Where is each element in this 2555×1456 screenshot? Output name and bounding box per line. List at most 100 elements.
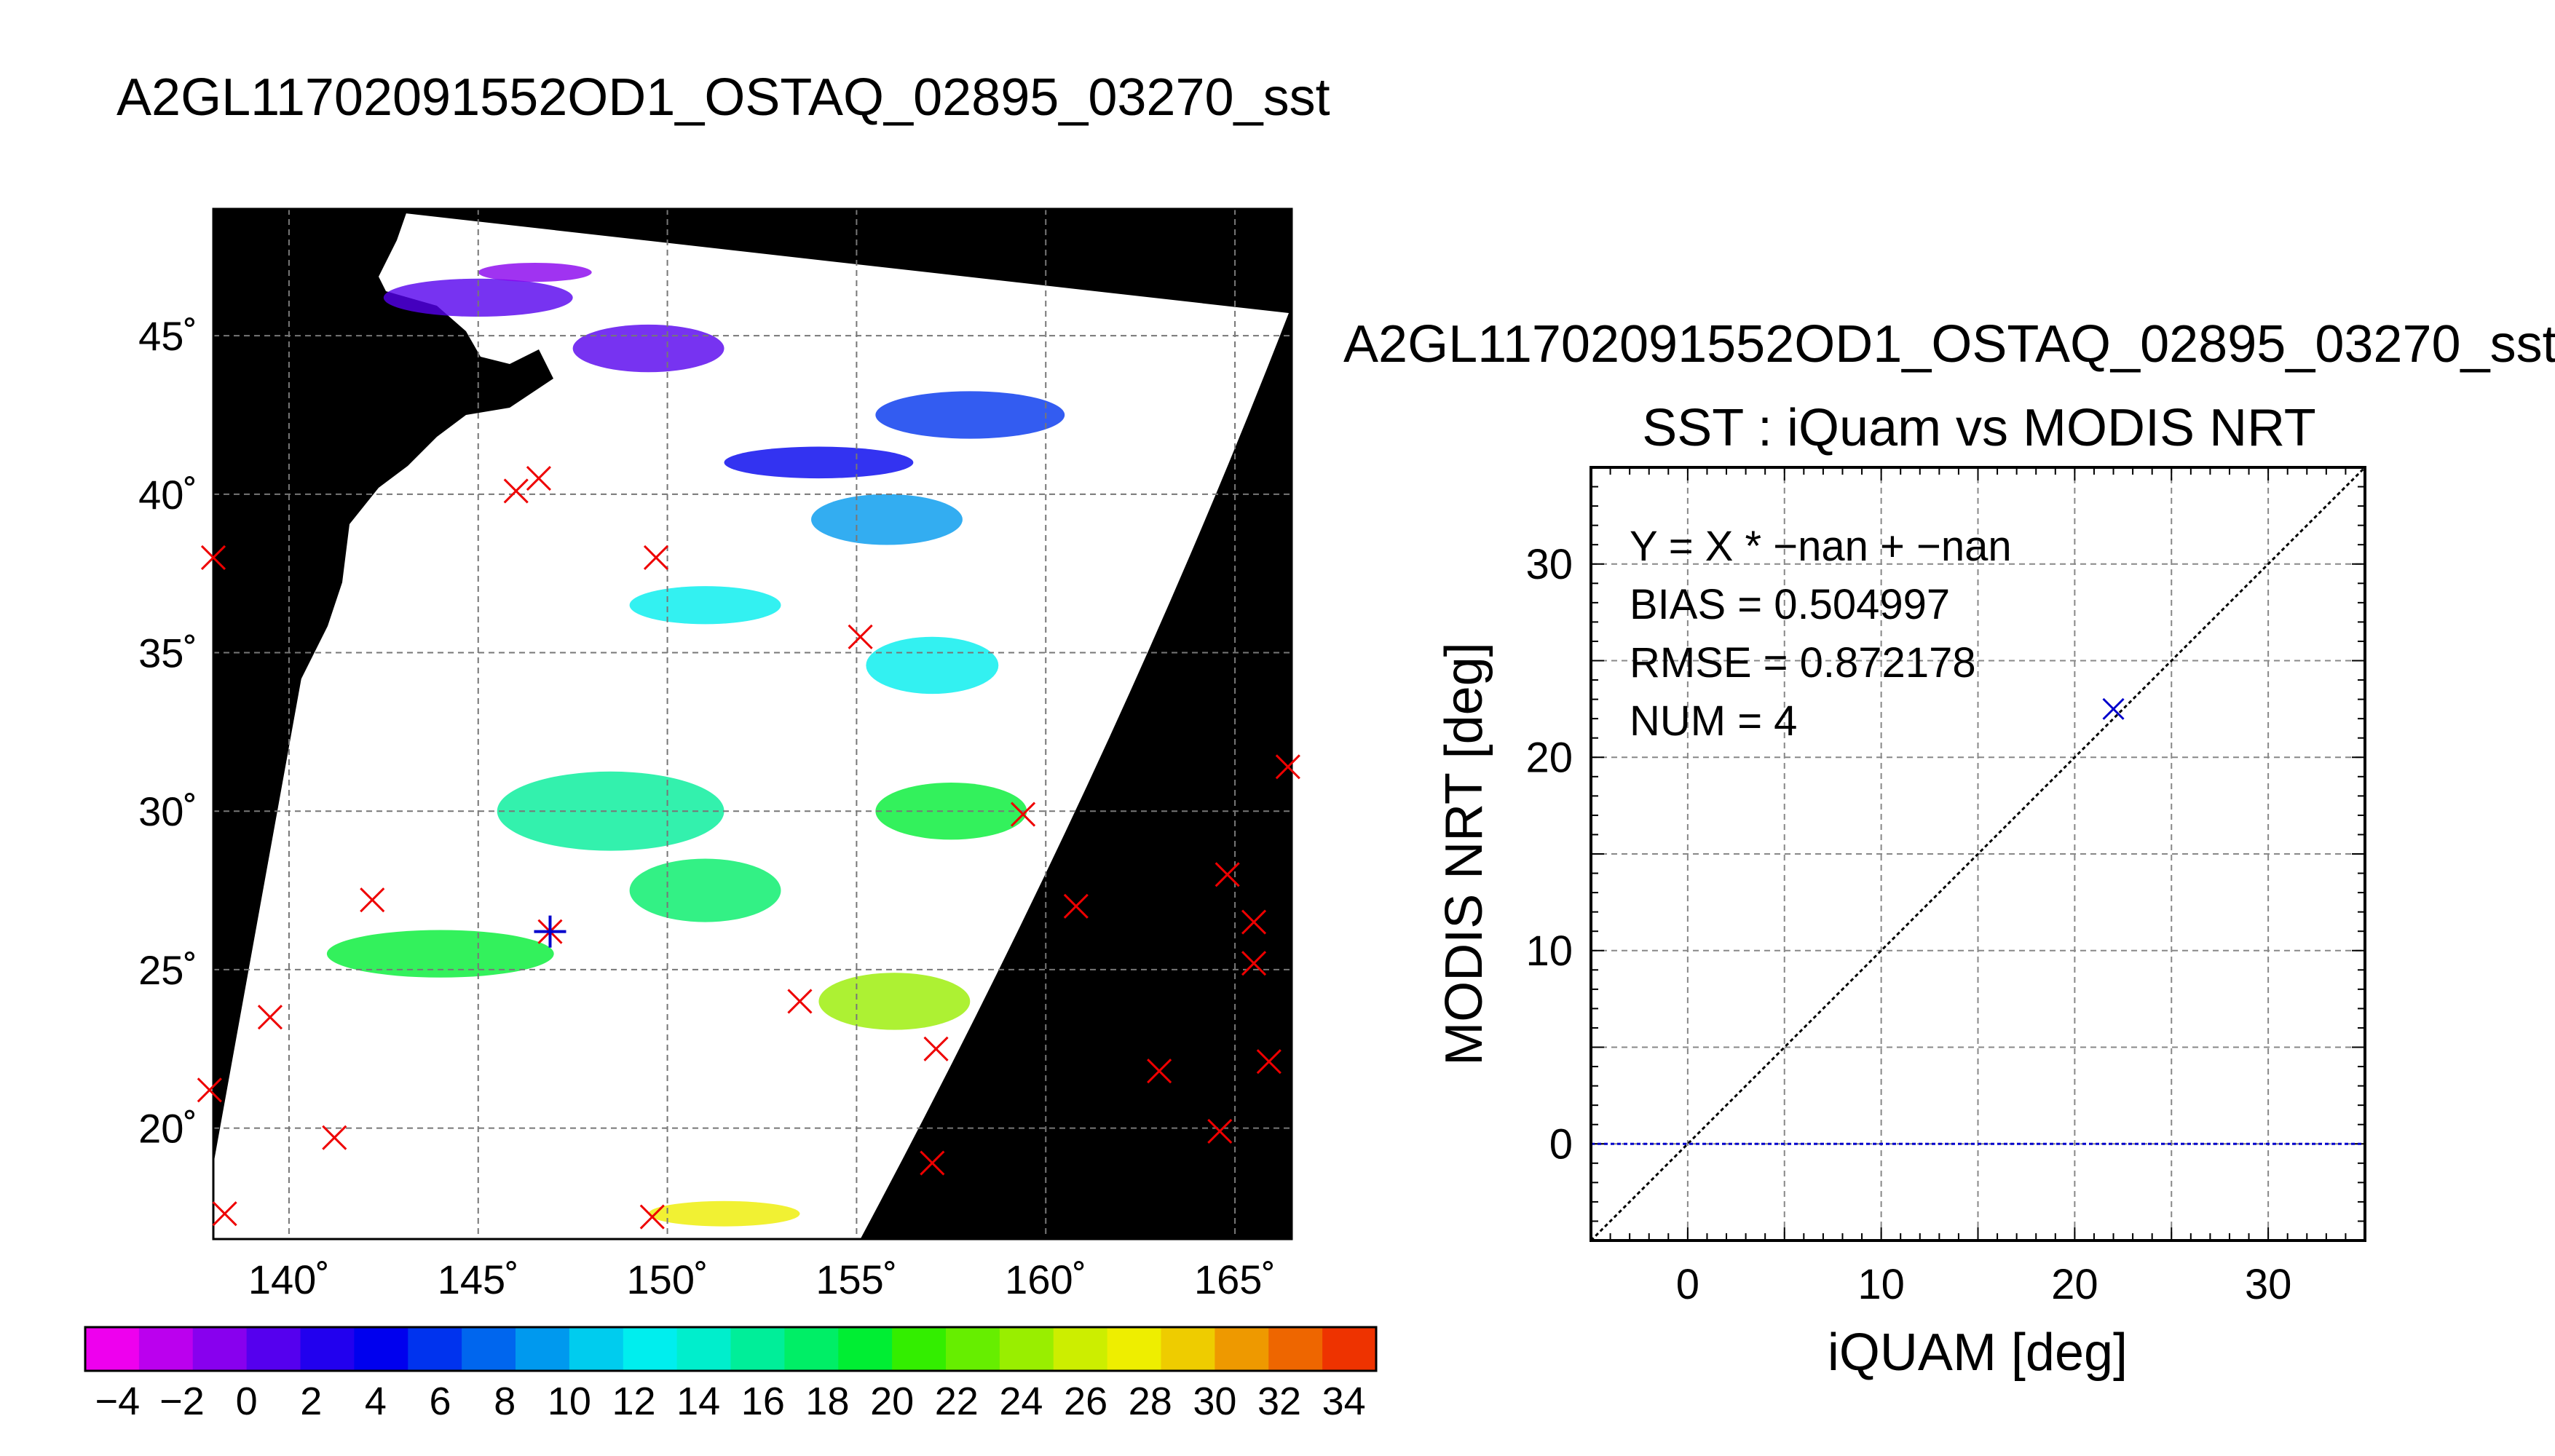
colorbar-tick-label: 0 <box>236 1380 258 1423</box>
scatter-reference-lines <box>1590 466 2366 1242</box>
figure-title: A2GL11702091552OD1_OSTAQ_02895_03270_sst <box>117 68 1330 127</box>
matchup-marker <box>1207 1118 1233 1144</box>
sst-patch <box>875 391 1065 439</box>
scatter-x-tick-labels: 0 10 20 30 <box>1676 1261 2292 1308</box>
colorbar-cell <box>1161 1327 1216 1371</box>
map-y-tick-labels: 20˚ 25˚ 30˚ 35˚ 40˚ 45˚ <box>138 313 197 1151</box>
matchup-marker <box>503 478 529 504</box>
matchup-marker <box>212 1201 237 1227</box>
map-x-tick-label: 160˚ <box>1005 1257 1086 1302</box>
scatter-y-tick-labels: 0 10 20 30 <box>1525 541 1573 1168</box>
map-x-tick-labels: 140˚ 145˚ 150˚ 155˚ 160˚ 165˚ <box>248 1257 1276 1302</box>
scatter-y-tick-label: 30 <box>1525 541 1573 588</box>
sst-data-patches <box>326 263 1065 1227</box>
map-y-tick-label: 40˚ <box>138 472 197 518</box>
colorbar-cell <box>1107 1327 1162 1371</box>
map-x-tick-label: 145˚ <box>438 1257 519 1302</box>
sst-patch <box>629 858 781 922</box>
colorbar-tick-label: 32 <box>1257 1380 1301 1423</box>
matchup-marker <box>639 1204 665 1230</box>
scatter-points <box>2102 697 2125 720</box>
colorbar-cell <box>730 1327 786 1371</box>
scatter-x-tick-label: 20 <box>2051 1261 2098 1308</box>
matchup-marker <box>197 1077 222 1103</box>
stat-fit-equation: Y = X * −nan + −nan <box>1630 523 2012 570</box>
matchup-marker <box>923 1036 949 1061</box>
scatter-x-axis-label: iQUAM [deg] <box>1828 1324 2128 1382</box>
stat-rmse: RMSE = 0.872178 <box>1630 639 1976 687</box>
colorbar-tick-label: 12 <box>612 1380 655 1423</box>
colorbar-cell <box>246 1327 301 1371</box>
scatter-title: SST : iQuam vs MODIS NRT <box>1642 399 2316 457</box>
colorbar-tick-label: 16 <box>741 1380 785 1423</box>
colorbar-tick-label: 4 <box>365 1380 387 1423</box>
sst-patch <box>818 973 971 1030</box>
matchup-marker <box>1241 951 1267 976</box>
colorbar-cell <box>569 1327 624 1371</box>
colorbar-tick-label: 24 <box>999 1380 1043 1423</box>
satellite-swath <box>213 211 1289 1241</box>
scatter-y-axis-label: MODIS NRT [deg] <box>1435 642 1493 1066</box>
scatter-file-title: A2GL11702091552OD1_OSTAQ_02895_03270_sst <box>1343 315 2555 373</box>
sst-patch <box>811 494 963 545</box>
highlight-marker <box>534 915 566 948</box>
scatter-point <box>2102 697 2125 720</box>
colorbar-cell <box>516 1327 570 1371</box>
colorbar-tick-label: 6 <box>430 1380 451 1423</box>
sst-map-panel: 140˚ 145˚ 150˚ 155˚ 160˚ 165˚ 20˚ 25˚ 30˚ 35˚ 40˚… <box>138 207 1300 1302</box>
map-x-tick-label: 155˚ <box>816 1257 897 1302</box>
matchup-marker <box>1010 802 1036 827</box>
colorbar-cell <box>946 1327 1000 1371</box>
colorbar-tick-label: 2 <box>300 1380 322 1423</box>
map-frame <box>212 207 1293 1241</box>
colorbar-tick-label: 18 <box>805 1380 849 1423</box>
sst-patch <box>383 278 573 317</box>
matchup-marker <box>1215 862 1240 887</box>
scatter-frame <box>1590 466 2366 1242</box>
matchup-marker <box>920 1150 945 1176</box>
sst-patch <box>326 930 554 978</box>
matchup-marker <box>1256 1049 1282 1075</box>
colorbar-cell <box>462 1327 516 1371</box>
matchup-marker <box>643 545 669 570</box>
scatter-stats-block: Y = X * −nan + −nan BIAS = 0.504997 RMSE… <box>1630 523 2012 745</box>
colorbar-tick-label: 10 <box>548 1380 591 1423</box>
colorbar-cell <box>1322 1327 1377 1371</box>
scatter-y-tick-label: 0 <box>1549 1120 1573 1168</box>
matchup-marker <box>200 545 226 570</box>
colorbar-cell <box>1215 1327 1270 1371</box>
map-x-tick-label: 140˚ <box>248 1257 330 1302</box>
scatter-x-tick-label: 0 <box>1676 1261 1699 1308</box>
colorbar-cell <box>138 1327 194 1371</box>
colorbar-cell <box>85 1327 140 1371</box>
matchup-marker <box>848 624 873 649</box>
colorbar-tick-label: 20 <box>870 1380 914 1423</box>
colorbar-cell <box>1268 1327 1323 1371</box>
colorbar-tick-label: 22 <box>935 1380 979 1423</box>
matchup-marker <box>1147 1059 1172 1084</box>
map-x-tick-label: 150˚ <box>627 1257 708 1302</box>
colorbar-cell <box>999 1327 1054 1371</box>
sst-patch <box>648 1200 800 1227</box>
matchup-marker <box>360 887 385 913</box>
stat-bias: BIAS = 0.504997 <box>1630 581 1950 628</box>
one-to-one-line <box>1590 466 2366 1242</box>
matchup-marker <box>257 1005 283 1030</box>
sst-patch <box>572 324 724 373</box>
map-x-tick-label: 165˚ <box>1194 1257 1276 1302</box>
colorbar-cells <box>85 1327 1377 1371</box>
colorbar-frame <box>84 1326 1378 1372</box>
map-gridlines <box>213 209 1292 1239</box>
map-y-tick-label: 45˚ <box>138 313 197 359</box>
colorbar-cell <box>192 1327 248 1371</box>
colorbar-tick-label: 8 <box>494 1380 516 1423</box>
colorbar-tick-label: 34 <box>1322 1380 1366 1423</box>
colorbar-tick-labels: −4 −2 0 2 4 6 8 10 12 14 16 18 20 22 24 26 28 30 32 34 <box>95 1380 1366 1423</box>
sst-patch <box>478 263 592 282</box>
map-y-tick-label: 30˚ <box>138 788 197 834</box>
stat-num: NUM = 4 <box>1630 697 1797 745</box>
matchup-marker <box>787 989 813 1014</box>
colorbar-tick-label: −2 <box>159 1380 205 1423</box>
colorbar-cell <box>676 1327 732 1371</box>
scatter-y-tick-label: 10 <box>1525 927 1573 975</box>
